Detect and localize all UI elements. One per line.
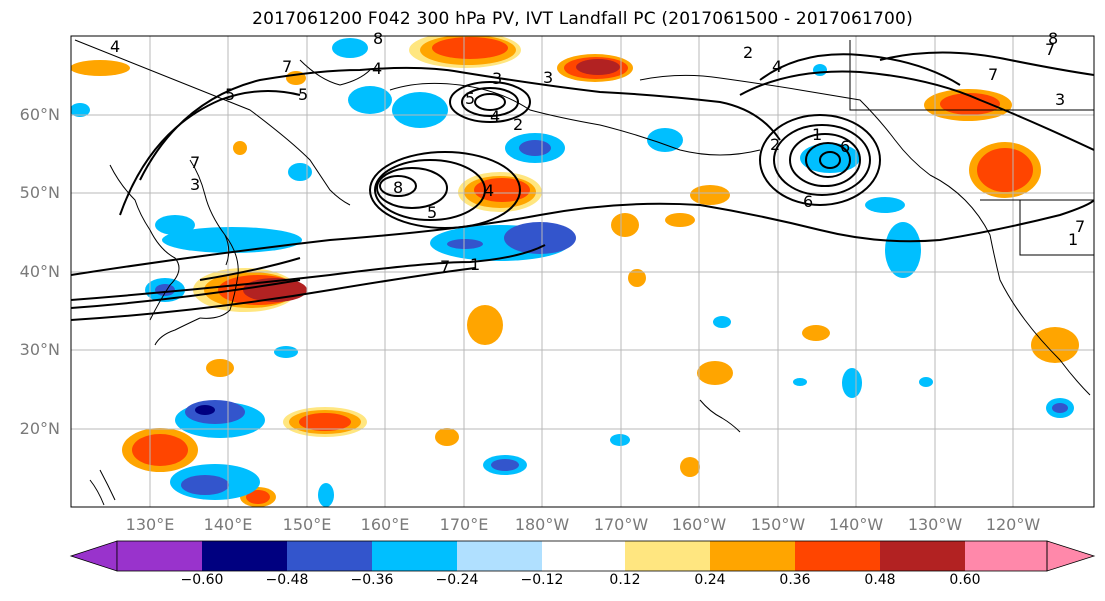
contour-label: 3: [543, 68, 553, 87]
contour-label: 4: [110, 37, 120, 56]
contour-label: 7: [1045, 40, 1055, 59]
contour-label: 1: [812, 125, 822, 144]
lon-label: 160°E: [360, 515, 410, 534]
contour-label: 5: [298, 85, 308, 104]
figure-title: 2017061200 F042 300 hPa PV, IVT Landfall…: [252, 9, 913, 29]
contour-label: 4: [484, 181, 494, 200]
lon-label: 150°E: [282, 515, 332, 534]
colorbar-tick-label: 0.60: [949, 572, 981, 588]
lon-label: 180°W: [514, 515, 570, 534]
colorbar-segment: [710, 541, 795, 571]
contour-label: 5: [427, 203, 437, 222]
colorbar-outline: [116, 540, 1048, 572]
contour-label: 7: [440, 257, 450, 276]
contour-label: 1: [470, 255, 480, 274]
colorbar-segment: [880, 541, 965, 571]
lat-label-40n: 40°N: [19, 262, 60, 281]
shaded-field: [71, 36, 1079, 507]
contour-label: 7: [190, 153, 200, 172]
colorbar-segment: [372, 541, 457, 571]
contour-label: 8: [373, 29, 383, 48]
lon-label: 130°W: [907, 515, 963, 534]
lat-label-30n: 30°N: [19, 340, 60, 359]
colorbar-segment: [202, 541, 287, 571]
lon-label: 170°E: [439, 515, 489, 534]
contour-label: 7: [282, 57, 292, 76]
colorbar-segment: [965, 541, 1047, 571]
colorbar-tick-label: −0.36: [350, 572, 394, 588]
contour-label: 4: [490, 107, 500, 126]
colorbar-segment: [457, 541, 542, 571]
contour-label: 5: [465, 89, 475, 108]
lon-label: 130°E: [125, 515, 175, 534]
colorbar-segment: [625, 541, 710, 571]
colorbar-segment: [795, 541, 880, 571]
lon-label: 140°W: [828, 515, 884, 534]
contour-label: 7: [1075, 217, 1085, 236]
lat-label-60n: 60°N: [19, 105, 60, 124]
colorbar-segment: [117, 541, 202, 571]
contour-label: 2: [770, 135, 780, 154]
contour-label: 5: [225, 85, 235, 104]
lon-label: 140°E: [203, 515, 253, 534]
colorbar: [69, 540, 1096, 572]
colorbar-extend-low: [69, 540, 118, 572]
colorbar-tick-label: −0.12: [520, 572, 564, 588]
contour-label: 3: [190, 175, 200, 194]
lon-label: 120°W: [985, 515, 1041, 534]
lon-label: 160°W: [671, 515, 727, 534]
contour-label: 8: [393, 178, 403, 197]
colorbar-tick-label: 0.12: [609, 572, 641, 588]
colorbar-segment: [542, 541, 625, 571]
contour-label: 8: [1048, 29, 1058, 48]
colorbar-tick-label: 0.24: [694, 572, 726, 588]
contour-label: 7: [988, 65, 998, 84]
contour-label: 6: [840, 137, 850, 156]
lon-label: 170°W: [593, 515, 649, 534]
colorbar-tick-label: 0.36: [779, 572, 811, 588]
colorbar-segment: [287, 541, 372, 571]
colorbar-tick-label: 0.48: [864, 572, 896, 588]
colorbar-tick-label: −0.48: [265, 572, 309, 588]
lat-label-50n: 50°N: [19, 183, 60, 202]
contour-labels: 4 7 8 2 4 3 5 4 2 3 7 7 5 4 3 8 5 1 7 2 …: [110, 29, 1085, 276]
contour-label: 6: [803, 192, 813, 211]
contour-label: 2: [513, 115, 523, 134]
contour-label: 4: [772, 57, 782, 76]
contour-label: 4: [372, 59, 382, 78]
pv-contours: [71, 51, 1094, 321]
lat-label-20n: 20°N: [19, 419, 60, 438]
contour-label: 3: [492, 69, 502, 88]
plot-frame: [70, 35, 1095, 508]
contour-label: 2: [743, 43, 753, 62]
contour-label: 1: [1068, 230, 1078, 249]
coastlines: [74, 39, 1094, 506]
contour-label: 3: [1055, 90, 1065, 109]
lon-label: 150°W: [750, 515, 806, 534]
colorbar-tick-label: −0.24: [435, 572, 479, 588]
colorbar-tick-label: −0.60: [180, 572, 224, 588]
colorbar-extend-high: [1046, 540, 1096, 572]
